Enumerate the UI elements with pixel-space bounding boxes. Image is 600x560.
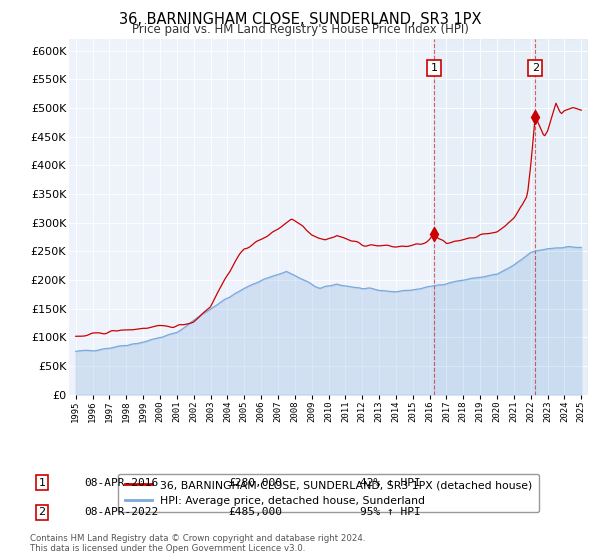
- Text: Contains HM Land Registry data © Crown copyright and database right 2024.
This d: Contains HM Land Registry data © Crown c…: [30, 534, 365, 553]
- Text: Price paid vs. HM Land Registry's House Price Index (HPI): Price paid vs. HM Land Registry's House …: [131, 23, 469, 36]
- Text: 1: 1: [431, 63, 437, 73]
- Text: 2: 2: [532, 63, 539, 73]
- Text: 08-APR-2016: 08-APR-2016: [84, 478, 158, 488]
- Bar: [434, 39, 588, 395]
- Text: 95% ↑ HPI: 95% ↑ HPI: [360, 507, 421, 517]
- Text: 42% ↑ HPI: 42% ↑ HPI: [360, 478, 421, 488]
- Text: £485,000: £485,000: [228, 507, 282, 517]
- Text: £280,000: £280,000: [228, 478, 282, 488]
- Text: 36, BARNINGHAM CLOSE, SUNDERLAND, SR3 1PX: 36, BARNINGHAM CLOSE, SUNDERLAND, SR3 1P…: [119, 12, 481, 27]
- Text: 2: 2: [38, 507, 46, 517]
- Legend: 36, BARNINGHAM CLOSE, SUNDERLAND, SR3 1PX (detached house), HPI: Average price, : 36, BARNINGHAM CLOSE, SUNDERLAND, SR3 1P…: [118, 474, 539, 512]
- Text: 1: 1: [38, 478, 46, 488]
- Text: 08-APR-2022: 08-APR-2022: [84, 507, 158, 517]
